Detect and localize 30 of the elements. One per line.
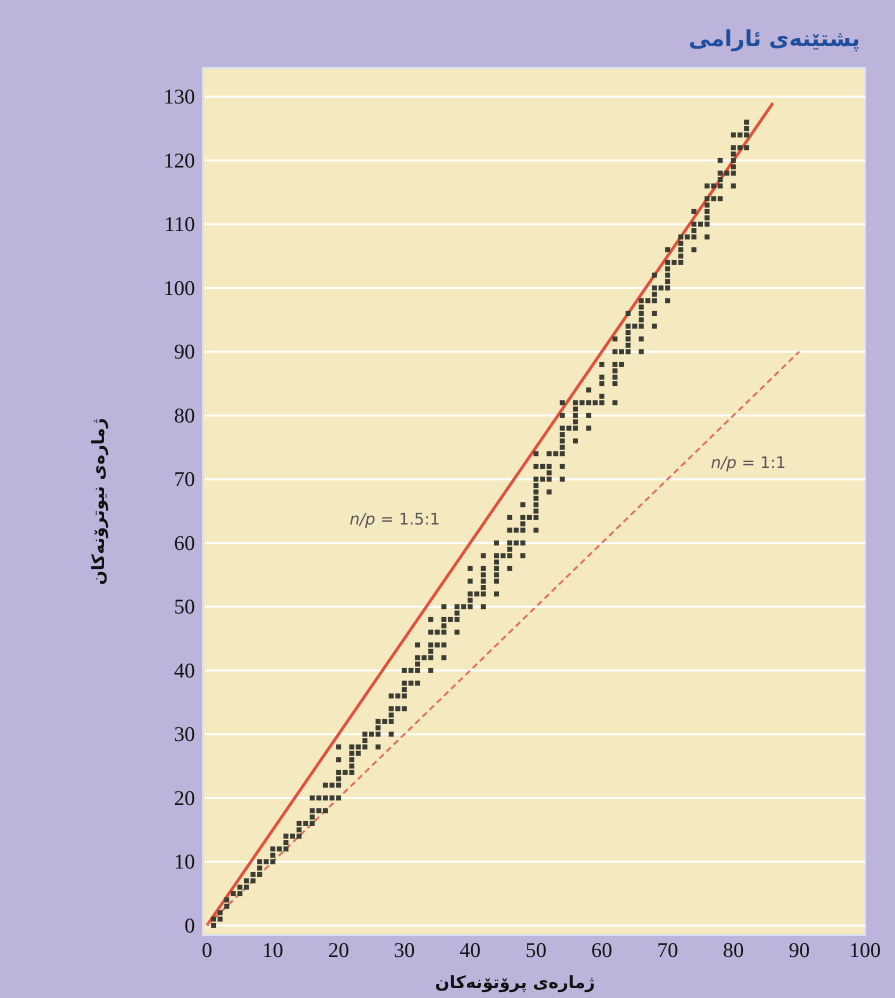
y-tick-label: 40 bbox=[174, 658, 195, 682]
text: n/p = 1.5:1 bbox=[350, 509, 440, 528]
x-tick-label: 30 bbox=[394, 938, 415, 962]
x-tick-label: 100 bbox=[849, 938, 881, 962]
x-tick-label: 60 bbox=[591, 938, 612, 962]
x-tick-label: 20 bbox=[328, 938, 350, 962]
y-tick-label: 90 bbox=[174, 340, 195, 364]
y-tick-label: 50 bbox=[174, 594, 195, 619]
x-tick-label: 40 bbox=[460, 938, 481, 962]
y-tick-label: 60 bbox=[174, 530, 195, 555]
y-axis-title: ژمارەی نیوترۆنەکان bbox=[89, 418, 109, 585]
y-tick-label: 70 bbox=[174, 467, 195, 492]
series-label: n/p = 1:1 bbox=[710, 452, 786, 472]
x-tick-label: 80 bbox=[722, 938, 744, 962]
y-tick-label: 110 bbox=[164, 212, 195, 236]
y-tick-label: 80 bbox=[174, 403, 195, 428]
chart-title: پشتێنەی ئارامی bbox=[688, 27, 860, 52]
y-tick-label: 0 bbox=[184, 913, 195, 938]
y-tick-label: 10 bbox=[174, 850, 195, 874]
y-tick-label: 120 bbox=[164, 148, 195, 172]
y-tick-label: 130 bbox=[164, 84, 195, 109]
x-axis-title: ژمارەی پرۆتۆنەکان bbox=[434, 973, 596, 993]
y-tick-label: 30 bbox=[174, 722, 195, 746]
x-tick-label: 70 bbox=[657, 938, 678, 962]
x-tick-label: 90 bbox=[788, 938, 810, 962]
x-tick-label: 0 bbox=[202, 938, 212, 962]
x-tick-label: 50 bbox=[525, 938, 546, 962]
x-tick-label: 10 bbox=[262, 938, 284, 962]
y-tick-label: 100 bbox=[164, 276, 195, 300]
y-tick-label: 20 bbox=[174, 786, 195, 810]
